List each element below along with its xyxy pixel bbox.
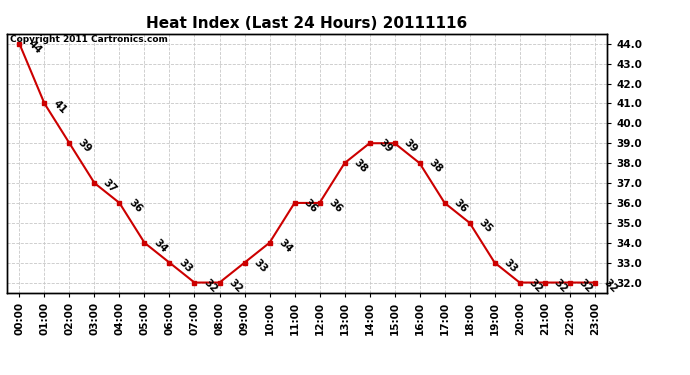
Text: 39: 39 bbox=[402, 138, 419, 155]
Text: 35: 35 bbox=[477, 217, 494, 235]
Text: 39: 39 bbox=[377, 138, 394, 155]
Title: Heat Index (Last 24 Hours) 20111116: Heat Index (Last 24 Hours) 20111116 bbox=[146, 16, 468, 31]
Text: 44: 44 bbox=[26, 38, 44, 56]
Text: 36: 36 bbox=[302, 197, 319, 215]
Text: 34: 34 bbox=[277, 237, 294, 255]
Text: 32: 32 bbox=[201, 277, 219, 294]
Text: 32: 32 bbox=[551, 277, 569, 294]
Text: 36: 36 bbox=[126, 197, 144, 215]
Text: 32: 32 bbox=[526, 277, 544, 294]
Text: 37: 37 bbox=[101, 177, 119, 195]
Text: 36: 36 bbox=[451, 197, 469, 215]
Text: 33: 33 bbox=[502, 257, 519, 274]
Text: 34: 34 bbox=[151, 237, 169, 255]
Text: 33: 33 bbox=[177, 257, 194, 274]
Text: 36: 36 bbox=[326, 197, 344, 215]
Text: 32: 32 bbox=[577, 277, 594, 294]
Text: 33: 33 bbox=[251, 257, 269, 274]
Text: 41: 41 bbox=[51, 98, 69, 115]
Text: 38: 38 bbox=[426, 158, 444, 175]
Text: 32: 32 bbox=[602, 277, 619, 294]
Text: Copyright 2011 Cartronics.com: Copyright 2011 Cartronics.com bbox=[10, 35, 168, 44]
Text: 38: 38 bbox=[351, 158, 369, 175]
Text: 39: 39 bbox=[77, 138, 94, 155]
Text: 32: 32 bbox=[226, 277, 244, 294]
